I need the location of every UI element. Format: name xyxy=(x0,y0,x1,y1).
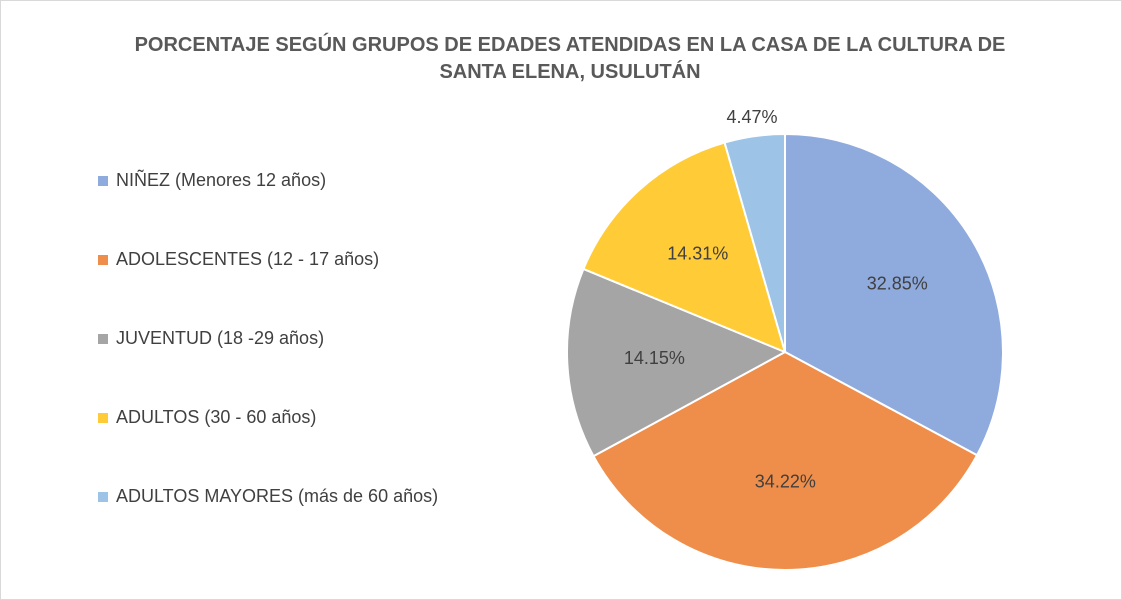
legend-label: ADULTOS (30 - 60 años) xyxy=(116,407,316,427)
pie-slice xyxy=(582,141,787,354)
pie-slice xyxy=(784,132,1004,457)
data-label: 4.47% xyxy=(726,107,777,127)
chart-title: PORCENTAJE SEGÚN GRUPOS DE EDADES ATENDI… xyxy=(134,34,1006,83)
legend-marker xyxy=(98,413,108,423)
legend-label: NIÑEZ (Menores 12 años) xyxy=(116,169,326,190)
data-label: 32.85% xyxy=(867,274,928,294)
legend-marker xyxy=(98,492,108,502)
legend-marker xyxy=(98,334,108,344)
pie-slice xyxy=(592,350,979,571)
legend-label: ADULTOS MAYORES (más de 60 años) xyxy=(116,486,438,506)
legend-marker xyxy=(98,255,108,265)
data-label: 34.22% xyxy=(755,472,816,492)
legend-label: ADOLESCENTES (12 - 17 años) xyxy=(116,249,379,269)
data-label: 14.15% xyxy=(624,348,685,368)
pie-slice xyxy=(566,267,788,458)
pie-slice xyxy=(723,132,786,353)
legend-marker xyxy=(98,176,108,186)
legend-label: JUVENTUD (18 -29 años) xyxy=(116,328,324,348)
data-label: 14.31% xyxy=(667,243,728,263)
